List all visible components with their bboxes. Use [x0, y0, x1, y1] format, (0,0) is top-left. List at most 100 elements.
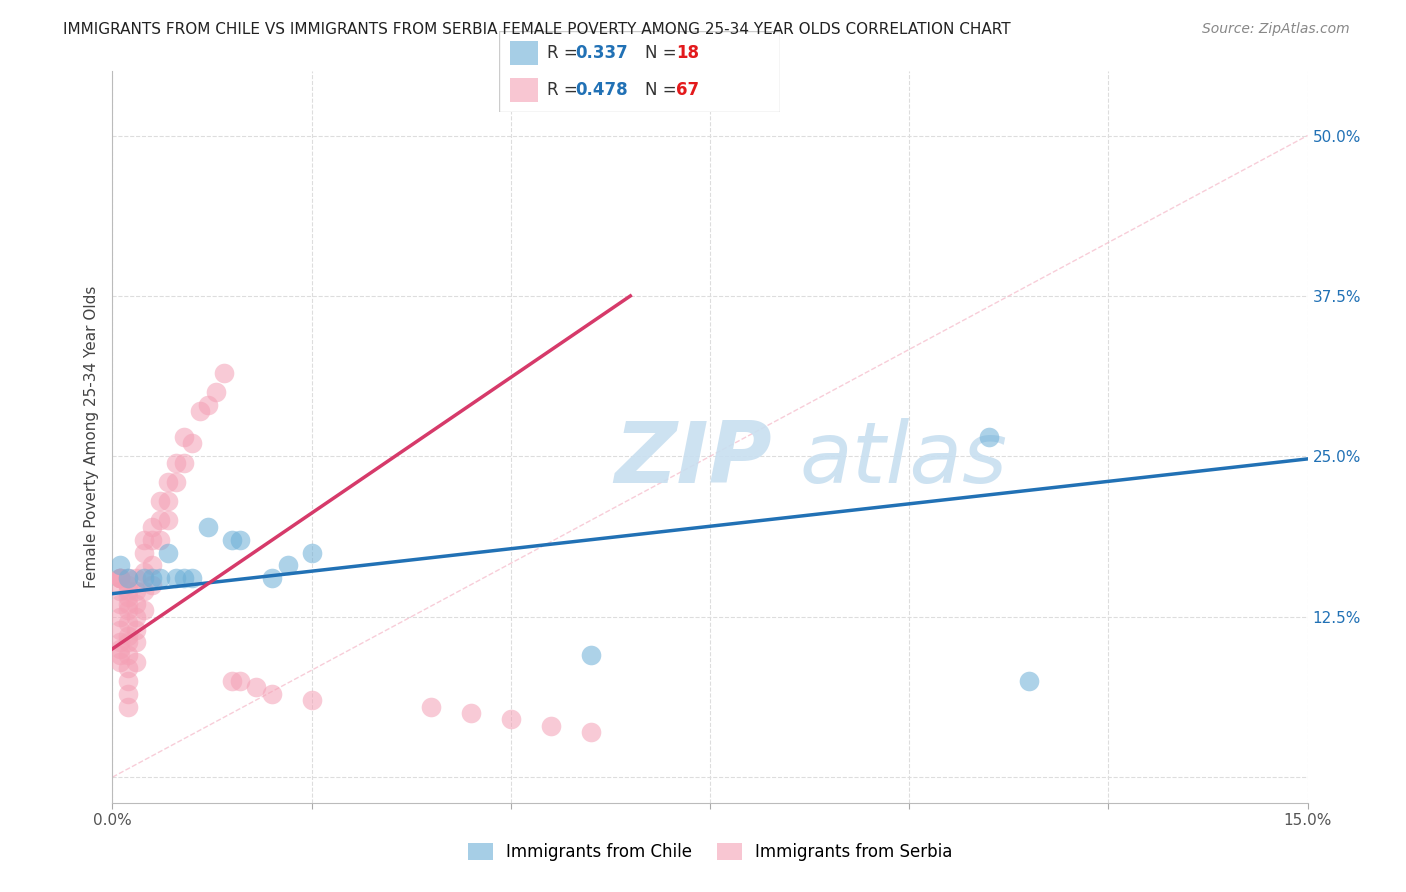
Point	[125, 635, 148, 649]
Point	[141, 533, 163, 547]
Point	[181, 436, 204, 450]
Point	[117, 571, 139, 585]
Point	[149, 571, 172, 585]
Point	[134, 545, 156, 559]
Point	[110, 655, 132, 669]
Point	[125, 571, 148, 585]
Point	[117, 616, 139, 631]
Point	[117, 673, 139, 688]
Point	[125, 655, 148, 669]
Text: Source: ZipAtlas.com: Source: ZipAtlas.com	[1202, 22, 1350, 37]
Point	[579, 648, 602, 663]
Point	[212, 366, 235, 380]
Point	[157, 475, 180, 489]
Text: N =: N =	[645, 44, 682, 62]
Point	[165, 571, 187, 585]
Point	[117, 591, 139, 605]
Point	[110, 648, 132, 663]
Point	[157, 514, 180, 528]
Point	[117, 603, 139, 617]
Point	[165, 456, 187, 470]
Text: 67: 67	[676, 81, 699, 99]
Point	[245, 681, 267, 695]
Point	[157, 494, 180, 508]
Point	[117, 584, 139, 599]
Point	[197, 520, 219, 534]
Point	[260, 687, 283, 701]
Point	[117, 648, 139, 663]
Point	[134, 584, 156, 599]
Point	[149, 514, 172, 528]
Point	[141, 520, 163, 534]
Point	[188, 404, 211, 418]
Point	[117, 571, 139, 585]
Point	[125, 584, 148, 599]
Point	[110, 584, 132, 599]
Point	[110, 571, 132, 585]
Point	[149, 533, 172, 547]
Point	[134, 603, 156, 617]
Point	[205, 385, 228, 400]
Point	[229, 673, 252, 688]
Point	[173, 430, 195, 444]
Point	[301, 545, 323, 559]
Point	[181, 571, 204, 585]
Bar	[510, 41, 538, 65]
Point	[117, 661, 139, 675]
Point	[141, 558, 163, 573]
Text: atlas: atlas	[800, 417, 1008, 500]
Point	[977, 430, 1000, 444]
Point	[157, 545, 180, 559]
Point	[197, 398, 219, 412]
Point	[110, 623, 132, 637]
Point	[141, 577, 163, 591]
Point	[149, 494, 172, 508]
Text: R =: R =	[547, 44, 583, 62]
Point	[277, 558, 299, 573]
Point	[125, 597, 148, 611]
Point	[110, 571, 132, 585]
Point	[460, 706, 482, 720]
FancyBboxPatch shape	[499, 31, 780, 112]
Point	[134, 571, 156, 585]
Point	[110, 635, 132, 649]
Point	[260, 571, 283, 585]
Text: 0.337: 0.337	[575, 44, 628, 62]
Point	[125, 609, 148, 624]
Point	[173, 571, 195, 585]
Point	[117, 577, 139, 591]
Point	[117, 597, 139, 611]
Point	[134, 565, 156, 579]
Point	[110, 641, 132, 656]
Point	[117, 635, 139, 649]
Point	[117, 629, 139, 643]
Text: IMMIGRANTS FROM CHILE VS IMMIGRANTS FROM SERBIA FEMALE POVERTY AMONG 25-34 YEAR : IMMIGRANTS FROM CHILE VS IMMIGRANTS FROM…	[63, 22, 1011, 37]
Bar	[510, 78, 538, 102]
Point	[540, 719, 562, 733]
Point	[117, 699, 139, 714]
Legend: Immigrants from Chile, Immigrants from Serbia: Immigrants from Chile, Immigrants from S…	[461, 836, 959, 868]
Point	[125, 623, 148, 637]
Point	[1018, 673, 1040, 688]
Point	[173, 456, 195, 470]
Point	[117, 687, 139, 701]
Point	[579, 725, 602, 739]
Point	[229, 533, 252, 547]
Text: R =: R =	[547, 81, 583, 99]
Point	[141, 571, 163, 585]
Point	[221, 533, 243, 547]
Y-axis label: Female Poverty Among 25-34 Year Olds: Female Poverty Among 25-34 Year Olds	[83, 286, 98, 588]
Point	[221, 673, 243, 688]
Text: 0.478: 0.478	[575, 81, 627, 99]
Point	[110, 597, 132, 611]
Point	[110, 558, 132, 573]
Point	[134, 533, 156, 547]
Text: 18: 18	[676, 44, 699, 62]
Point	[165, 475, 187, 489]
Point	[110, 571, 132, 585]
Text: N =: N =	[645, 81, 682, 99]
Point	[499, 712, 522, 726]
Point	[110, 609, 132, 624]
Point	[301, 693, 323, 707]
Text: ZIP: ZIP	[614, 417, 772, 500]
